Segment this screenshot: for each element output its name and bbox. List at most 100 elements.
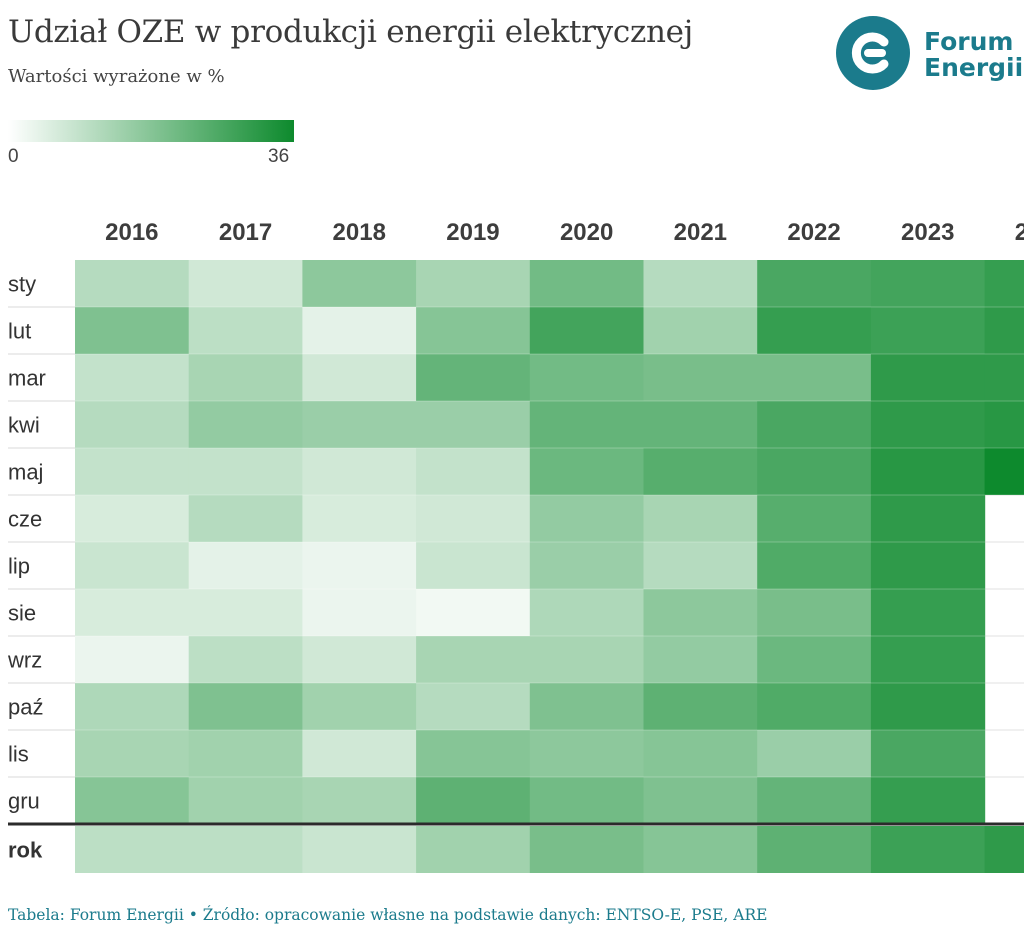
heatmap-cell-cze-2021	[643, 495, 758, 542]
column-header-2017: 2017	[219, 219, 272, 246]
heatmap-cell-gru-2021	[643, 777, 758, 824]
heatmap-cell-mar-2023	[870, 354, 986, 401]
column-header-2022: 2022	[787, 219, 840, 246]
heatmap-cell-sty-2018	[302, 260, 417, 307]
heatmap-cell-cze-2016	[75, 495, 190, 542]
heatmap-cell-sty-2022	[757, 260, 872, 307]
column-header-2016: 2016	[105, 219, 158, 246]
heatmap-cell-lis-2019	[416, 730, 531, 777]
row-label-sie: sie	[8, 601, 36, 626]
heatmap-cell-kwi-2018	[302, 401, 417, 448]
heatmap-cell-gru-2019	[416, 777, 531, 824]
heatmap-cell-wrz-2023	[870, 636, 986, 683]
heatmap-cell-kwi-2016	[75, 401, 190, 448]
heatmap-cell-rok-2022	[757, 826, 872, 873]
heatmap-cell-maj-2021	[643, 448, 758, 495]
column-header-2023: 2023	[901, 219, 954, 246]
heatmap-cell-gru-2023	[870, 777, 986, 824]
forum-energii-logo[interactable]: Forum Energii	[836, 16, 1024, 92]
heatmap-cell-lis-2023	[870, 730, 986, 777]
heatmap-cell-kwi-2021	[643, 401, 758, 448]
heatmap-cell-maj-2016	[75, 448, 190, 495]
heatmap-cell-wrz-2019	[416, 636, 531, 683]
row-label-lip: lip	[8, 554, 30, 579]
row-label-paź: paź	[8, 695, 43, 720]
heatmap-cell-gru-2017	[188, 777, 303, 824]
heatmap-cell-mar-2016	[75, 354, 190, 401]
heatmap-cell-paź-2023	[870, 683, 986, 730]
heatmap-cell-lut-2018	[302, 307, 417, 354]
heatmap-cell-lis-2016	[75, 730, 190, 777]
heatmap-cell-lip-2019	[416, 542, 531, 589]
heatmap-cell-sie-2018	[302, 589, 417, 636]
heatmap-cell-sie-2019	[416, 589, 531, 636]
heatmap-cell-wrz-2020	[529, 636, 645, 683]
heatmap-cell-lut-2016	[75, 307, 190, 354]
heatmap-cell-kwi-2024	[984, 401, 1024, 448]
row-label-lut: lut	[8, 319, 31, 344]
row-label-mar: mar	[8, 366, 46, 391]
heatmap-cell-lip-2022	[757, 542, 872, 589]
heatmap-cell-lut-2020	[529, 307, 645, 354]
heatmap-cell-paź-2017	[188, 683, 303, 730]
heatmap-cell-sie-2022	[757, 589, 872, 636]
heatmap-cell-lip-2017	[188, 542, 303, 589]
heatmap-cell-mar-2017	[188, 354, 303, 401]
heatmap-cell-sie-2017	[188, 589, 303, 636]
heatmap-cell-sty-2024	[984, 260, 1024, 307]
heatmap-cell-sie-2021	[643, 589, 758, 636]
heatmap-cell-kwi-2017	[188, 401, 303, 448]
heatmap-cell-mar-2022	[757, 354, 872, 401]
logo-text-forum: Forum	[924, 27, 1014, 56]
heatmap-cell-wrz-2022	[757, 636, 872, 683]
heatmap-cell-rok-2017	[188, 826, 303, 873]
heatmap-cell-gru-2020	[529, 777, 645, 824]
heatmap-cell-mar-2019	[416, 354, 531, 401]
heatmap-cell-lut-2021	[643, 307, 758, 354]
chart-title: Udział OZE w produkcji energii elektrycz…	[8, 14, 693, 50]
heatmap-cell-wrz-2018	[302, 636, 417, 683]
heatmap-cell-mar-2020	[529, 354, 645, 401]
heatmap-cell-lip-2023	[870, 542, 986, 589]
heatmap-cell-rok-2023	[870, 826, 986, 873]
heatmap-cell-maj-2017	[188, 448, 303, 495]
heatmap-cell-mar-2024	[984, 354, 1024, 401]
heatmap-cell-paź-2016	[75, 683, 190, 730]
legend-min-label: 0	[8, 146, 19, 167]
heatmap-cell-paź-2020	[529, 683, 645, 730]
row-label-kwi: kwi	[8, 413, 40, 438]
heatmap-cell-wrz-2021	[643, 636, 758, 683]
column-header-2020: 2020	[560, 219, 613, 246]
heatmap-cell-wrz-2017	[188, 636, 303, 683]
heatmap-cell-rok-2024	[984, 826, 1024, 873]
heatmap-cell-paź-2022	[757, 683, 872, 730]
heatmap-cell-lip-2021	[643, 542, 758, 589]
column-header-2021: 2021	[674, 219, 727, 246]
logo-text-energii: Energii	[924, 53, 1024, 82]
heatmap-cell-mar-2021	[643, 354, 758, 401]
heatmap-cell-rok-2019	[416, 826, 531, 873]
heatmap-cell-lis-2017	[188, 730, 303, 777]
heatmap-cell-paź-2021	[643, 683, 758, 730]
heatmap-cell-gru-2016	[75, 777, 190, 824]
heatmap-cell-lut-2017	[188, 307, 303, 354]
row-label-lis: lis	[8, 742, 29, 767]
heatmap-cell-kwi-2023	[870, 401, 986, 448]
heatmap-cell-sty-2016	[75, 260, 190, 307]
heatmap-cell-cze-2023	[870, 495, 986, 542]
heatmap-cell-sty-2020	[529, 260, 645, 307]
heatmap-cell-maj-2020	[529, 448, 645, 495]
legend-max-label: 36	[268, 146, 290, 167]
heatmap-cell-paź-2019	[416, 683, 531, 730]
column-header-2018: 2018	[333, 219, 386, 246]
row-label-wrz: wrz	[7, 648, 42, 673]
heatmap-cell-lis-2018	[302, 730, 417, 777]
heatmap-cell-rok-2021	[643, 826, 758, 873]
heatmap-cell-lis-2022	[757, 730, 872, 777]
heatmap-cell-kwi-2019	[416, 401, 531, 448]
heatmap-cell-gru-2018	[302, 777, 417, 824]
heatmap-cell-sie-2020	[529, 589, 645, 636]
row-label-rok: rok	[8, 838, 43, 863]
heatmap-cell-lut-2023	[870, 307, 986, 354]
heatmap-cell-sie-2016	[75, 589, 190, 636]
